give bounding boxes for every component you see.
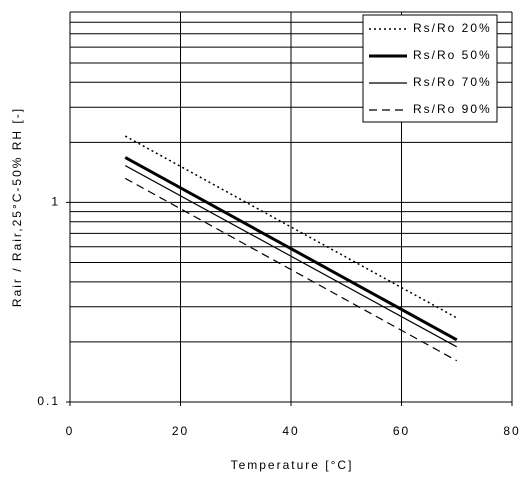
y-axis-label: Rair / Rair,25°C-50% RH [-] (10, 107, 24, 307)
x-tick-label: 80 (503, 424, 520, 438)
legend-label: Rs/Ro 90% (413, 102, 492, 116)
legend-label: Rs/Ro 50% (413, 48, 492, 62)
y-tick-label: 0.1 (37, 394, 60, 408)
x-axis-label: Temperature [°C] (231, 458, 354, 472)
y-tick-label: 1 (51, 195, 60, 209)
legend-label: Rs/Ro 20% (413, 21, 492, 35)
x-tick-label: 0 (66, 424, 75, 438)
x-tick-label: 40 (282, 424, 299, 438)
series-line (124, 156, 458, 342)
series-line (124, 165, 458, 348)
x-tick-label: 20 (172, 424, 189, 438)
legend-box (362, 14, 498, 123)
series-line (124, 177, 458, 362)
x-tick-label: 60 (393, 424, 410, 438)
legend-label: Rs/Ro 70% (413, 75, 492, 89)
series-line (124, 135, 458, 319)
